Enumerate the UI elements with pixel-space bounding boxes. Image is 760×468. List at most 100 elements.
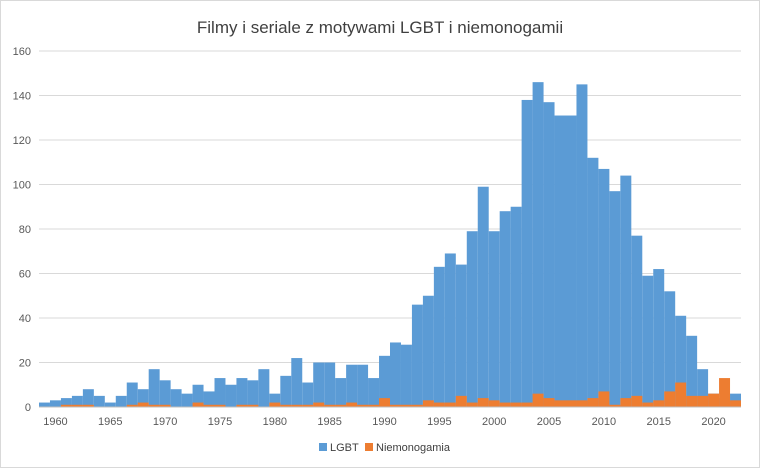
bar-niemonogamia-1981 [280,404,292,407]
bar-niemonogamia-1987 [346,402,358,407]
x-tick-label: 2000 [482,416,506,428]
bar-lgbt-1966 [115,395,127,407]
bar-lgbt-1970 [159,380,171,407]
bar-lgbt-2006 [554,115,566,408]
bar-niemonogamia-1961 [60,404,72,407]
bar-niemonogamia-2014 [642,402,654,407]
bar-lgbt-2019 [697,369,709,407]
bar-niemonogamia-2019 [697,395,709,407]
bar-lgbt-2018 [686,335,698,407]
legend-label-lgbt: LGBT [330,442,359,454]
bar-lgbt-1997 [455,264,467,407]
bar-lgbt-2013 [631,235,643,407]
bar-niemonogamia-1970 [159,404,171,407]
bar-niemonogamia-1998 [466,402,478,407]
y-tick-label: 160 [13,46,31,58]
y-tick-label: 20 [19,358,31,370]
bar-lgbt-2015 [653,269,665,407]
legend: LGBT Niemonogamia [319,442,451,454]
bar-lgbt-1990 [379,355,390,407]
bar-lgbt-2005 [543,102,555,408]
axes: 0 20 40 60 80 100 120 140 160 1960 1965 1970 1975 198… [13,46,741,428]
bar-lgbt-1959 [39,402,50,407]
bar-lgbt-2002 [510,206,522,407]
bar-niemonogamia-2009 [587,398,599,407]
bar-niemonogamia-1986 [335,404,347,407]
bar-lgbt-1972 [181,393,193,407]
x-tick-label: 1960 [43,416,67,428]
bar-lgbt-1963 [82,389,94,407]
bar-niemonogamia-2022 [730,400,741,407]
bar-lgbt-1976 [225,384,237,407]
bar-niemonogamia-1991 [390,404,401,407]
bar-niemonogamia-1989 [368,404,380,407]
bar-lgbt-1968 [137,389,149,407]
bar-lgbt-1971 [170,389,182,407]
y-tick-label: 80 [19,224,31,236]
bar-lgbt-1985 [324,362,336,407]
bar-lgbt-1984 [313,362,325,407]
bar-lgbt-1961 [60,398,72,407]
bar-niemonogamia-1967 [126,404,138,407]
bar-lgbt-1975 [214,378,226,407]
bar-lgbt-2010 [598,168,610,407]
y-tick-label: 100 [13,180,31,192]
bar-lgbt-2001 [499,211,511,407]
bar-niemonogamia-1980 [269,402,281,407]
bar-niemonogamia-1992 [400,404,412,407]
bar-lgbt-1988 [357,364,369,407]
bar-lgbt-1993 [411,304,423,407]
bar-niemonogamia-1973 [192,402,204,407]
bar-lgbt-1960 [49,400,61,407]
bar-niemonogamia-1975 [214,404,226,407]
bar-lgbt-1986 [335,378,347,407]
bar-niemonogamia-1997 [455,395,467,407]
bar-lgbt-2004 [532,82,544,408]
bar-lgbt-1980 [269,393,281,407]
x-tick-label: 1975 [208,416,232,428]
bar-niemonogamia-2016 [664,391,676,407]
bar-niemonogamia-2015 [653,400,665,407]
bar-niemonogamia-2007 [565,400,577,407]
bar-lgbt-1978 [247,380,259,407]
legend-swatch-niemonogamia [365,443,373,451]
bar-niemonogamia-2001 [499,402,511,407]
x-tick-label: 1965 [98,416,122,428]
bar-lgbt-2003 [521,99,533,407]
x-tick-label: 1980 [263,416,287,428]
bar-lgbt-2009 [587,157,599,407]
bar-niemonogamia-2008 [576,400,588,407]
bar-lgbt-1998 [466,231,478,407]
bar-lgbt-2008 [576,84,588,407]
y-tick-label: 40 [19,313,31,325]
legend-swatch-lgbt [319,443,327,451]
bar-lgbt-1965 [104,402,116,407]
bar-lgbt-2016 [664,291,676,407]
bar-niemonogamia-1983 [302,404,314,407]
bar-niemonogamia-1982 [291,404,303,407]
bar-niemonogamia-1984 [313,402,325,407]
bar-niemonogamia-2011 [609,404,621,407]
bar-niemonogamia-1962 [71,404,83,407]
x-tick-label: 2005 [537,416,561,428]
bar-niemonogamia-2002 [510,402,522,407]
bar-lgbt-1967 [126,382,138,407]
bar-niemonogamia-2020 [708,393,720,407]
bar-lgbt-1964 [93,395,105,407]
y-tick-label: 120 [13,135,31,147]
bar-niemonogamia-1985 [324,404,336,407]
bar-lgbt-1999 [477,186,489,407]
bar-lgbt-2012 [620,175,632,407]
bar-lgbt-1989 [368,378,380,407]
bar-niemonogamia-2018 [686,395,698,407]
bar-niemonogamia-2012 [620,398,632,407]
bar-niemonogamia-1988 [357,404,369,407]
bar-niemonogamia-1977 [236,404,248,407]
x-tick-label: 1970 [153,416,177,428]
bar-niemonogamia-2000 [488,400,500,407]
gridlines [39,50,741,363]
bar-niemonogamia-2005 [543,398,555,407]
bar-lgbt-1996 [444,253,456,407]
x-tick-label: 2010 [592,416,616,428]
